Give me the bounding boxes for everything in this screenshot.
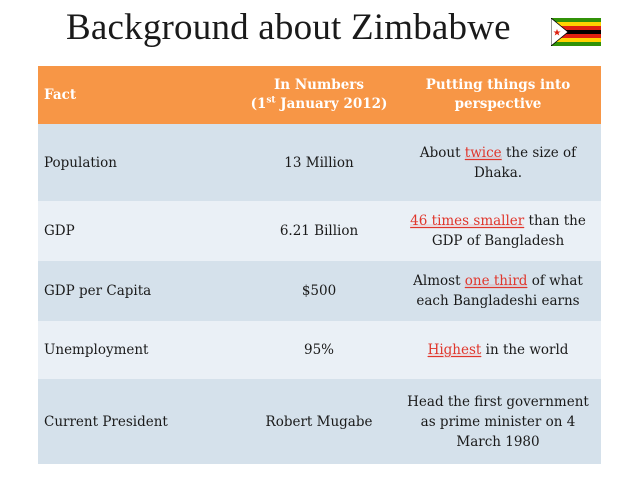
row-number: 13 Million [243,124,395,201]
row-perspective: Highest in the world [395,321,601,379]
row-fact: GDP [38,201,243,261]
row-perspective: About twice the size of Dhaka. [395,124,601,201]
slide-title: Background about Zimbabwe [66,7,511,48]
table-header-row: Fact In Numbers (1st January 2012) Putti… [38,66,601,124]
persp-post: the size of Dhaka. [473,144,577,181]
row-fact: Current President [38,379,243,464]
header-numbers-open: (1 [250,96,267,112]
persp-post: than the GDP of Bangladesh [431,213,586,249]
zimbabwe-flag-icon [551,18,601,46]
table-row: Current President Robert Mugabe Head the… [38,379,601,464]
header-numbers: In Numbers (1st January 2012) [243,66,395,124]
header-numbers-line1: In Numbers [273,77,364,93]
table-row: GDP per Capita $500 Almost one third of … [38,261,601,321]
table-row: GDP 6.21 Billion 46 times smaller than t… [38,201,601,261]
header-numbers-sup: st [266,95,276,106]
persp-post: of what each Bangladeshi earns [416,273,583,309]
row-number: 95% [243,321,395,379]
table-row: Unemployment 95% Highest in the world [38,321,601,379]
row-fact: Unemployment [38,321,243,379]
persp-highlight: 46 times smaller [410,213,525,229]
persp-post: in the world [481,342,569,358]
persp-pre: Almost [413,273,465,289]
table-row: Population 13 Million About twice the si… [38,124,601,201]
row-fact: GDP per Capita [38,261,243,321]
row-number: $500 [243,261,395,321]
row-perspective: Almost one third of what each Bangladesh… [395,261,601,321]
header-numbers-rest: January 2012) [275,96,388,112]
row-number: 6.21 Billion [243,201,395,261]
row-fact: Population [38,124,243,201]
persp-highlight: Highest [427,342,482,358]
persp-highlight: one third [464,273,528,289]
header-perspective: Putting things into perspective [395,66,601,124]
persp-pre: Head the first government as prime minis… [407,393,589,450]
persp-highlight: twice [464,144,502,161]
row-number: Robert Mugabe [243,379,395,464]
row-perspective: 46 times smaller than the GDP of Banglad… [395,201,601,261]
row-perspective: Head the first government as prime minis… [395,379,601,464]
header-fact: Fact [38,66,243,124]
facts-table: Fact In Numbers (1st January 2012) Putti… [38,66,601,464]
persp-pre: About [419,144,465,161]
